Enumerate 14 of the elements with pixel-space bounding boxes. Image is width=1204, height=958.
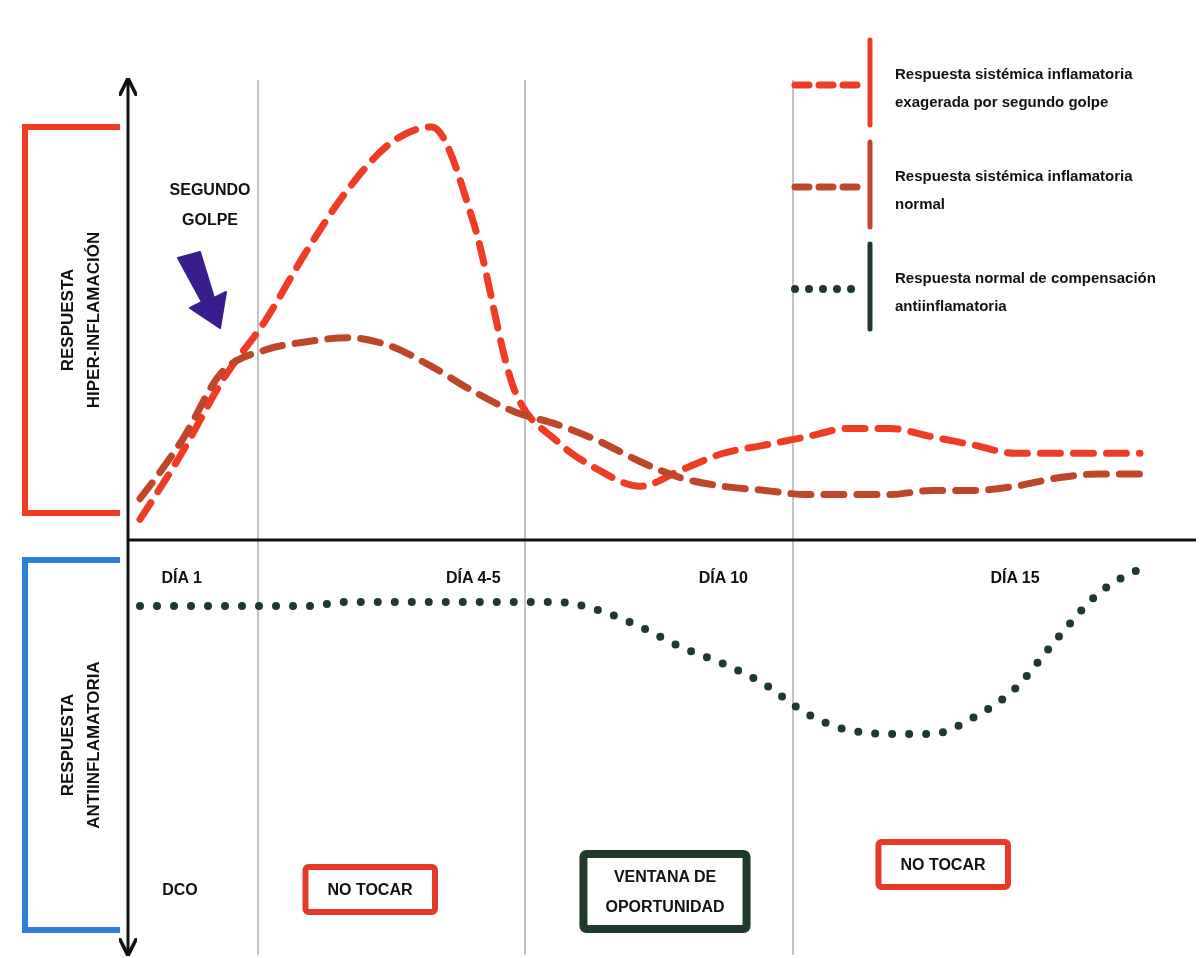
legend-label: Respuesta sistémica inflamatoria normal: [895, 167, 1134, 212]
text: DCO: [162, 881, 198, 898]
x-tick-label: DÍA 10: [698, 568, 749, 586]
x-tick-label: DÍA 15: [990, 568, 1040, 586]
text: VENTANA DE OPORTUNIDAD: [605, 868, 725, 915]
text: RESPUESTA ANTIINFLAMATORIA: [58, 661, 103, 829]
legend-label: Respuesta normal de compensación antiinflamatoria: [895, 269, 1156, 314]
legend-label: Respuesta sistémica inflamatoria exagerada por segundo golpe: [895, 65, 1134, 110]
text: NO TOCAR: [900, 856, 986, 873]
text: RESPUESTA HIPER-INFLAMACIÓN: [58, 231, 103, 409]
text: NO TOCAR: [327, 881, 413, 898]
x-tick-label: DÍA 1: [161, 568, 202, 586]
annotation: SEGUNDO GOLPE: [169, 181, 251, 228]
x-tick-label: DÍA 4-5: [446, 568, 501, 586]
